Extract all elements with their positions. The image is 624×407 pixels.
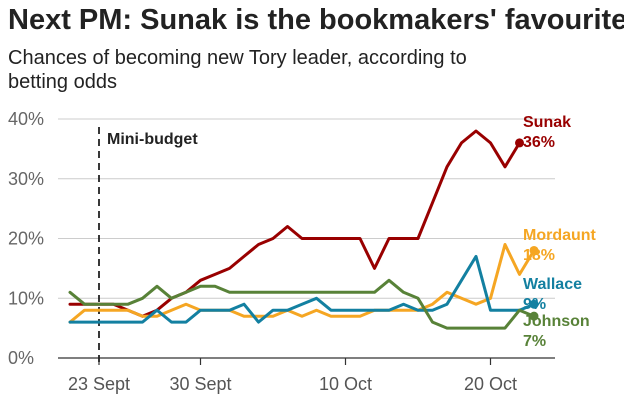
series-line-sunak [68, 129, 521, 318]
series-line-johnson [68, 278, 536, 330]
mini-budget-label: Mini-budget [107, 131, 198, 148]
y-tick-label: 20% [8, 229, 44, 249]
end-labels: Sunak 36% Mordaunt 18% Wallace 9%Johnson 7% [523, 114, 597, 350]
chart-subtitle: Chances of becoming new Tory leader, acc… [8, 47, 467, 93]
series-label-wallace: Wallace [523, 276, 582, 293]
series-label-johnson: Johnson [523, 313, 590, 330]
series-value-wallace: 9% [523, 296, 546, 313]
end-point-mordaunt [529, 245, 539, 255]
series-line-wallace [68, 254, 536, 324]
x-tick-label: 20 Oct [464, 374, 517, 394]
series-label-mordaunt: Mordaunt [523, 227, 597, 244]
series-value-sunak: 36% [523, 134, 555, 151]
end-point-sunak [515, 138, 524, 148]
end-point-wallace [529, 299, 539, 309]
x-axis-ticks: 23 Sept 30 Sept 10 Oct 20 Oct [68, 358, 517, 394]
chart-title: Next PM: Sunak is the bookmakers' favour… [8, 4, 624, 36]
y-tick-label: 40% [8, 109, 44, 129]
end-point-johnson [529, 311, 539, 321]
series-value-mordaunt: 18% [523, 247, 555, 264]
y-tick-label: 0% [8, 348, 34, 368]
y-tick-label: 30% [8, 169, 44, 189]
x-tick-label: 10 Oct [319, 374, 372, 394]
y-axis-ticks: 0% 10% 20% 30% 40% [8, 109, 44, 368]
series-value-johnson: 7% [523, 333, 546, 350]
series-label-sunak: Sunak [523, 114, 571, 131]
y-tick-label: 10% [8, 288, 44, 308]
series-lines [68, 129, 539, 330]
annotation: Mini-budget [98, 127, 198, 365]
x-tick-label: 23 Sept [68, 374, 130, 394]
x-tick-label: 30 Sept [169, 374, 231, 394]
series-line-mordaunt [68, 243, 536, 324]
